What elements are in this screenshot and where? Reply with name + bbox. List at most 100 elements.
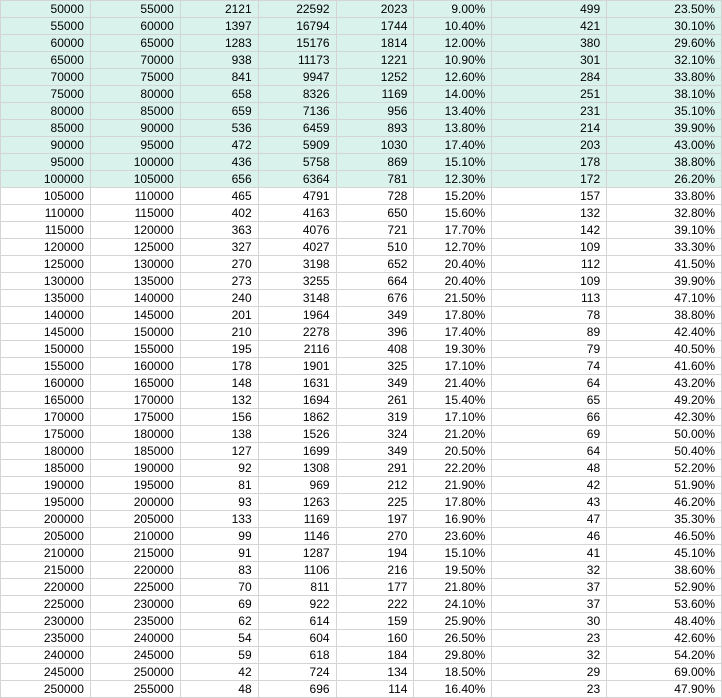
cell[interactable]: 46.20% <box>607 494 722 511</box>
cell[interactable]: 16.90% <box>414 511 492 528</box>
cell[interactable]: 138 <box>180 426 258 443</box>
cell[interactable]: 2121 <box>180 1 258 18</box>
cell[interactable]: 1169 <box>336 86 414 103</box>
cell[interactable]: 39.10% <box>607 222 722 239</box>
cell[interactable]: 120000 <box>90 222 180 239</box>
cell[interactable]: 184 <box>336 647 414 664</box>
cell[interactable]: 17.70% <box>414 222 492 239</box>
cell[interactable]: 220000 <box>90 562 180 579</box>
cell[interactable]: 81 <box>180 477 258 494</box>
cell[interactable]: 47.10% <box>607 290 722 307</box>
cell[interactable]: 20.40% <box>414 256 492 273</box>
cell[interactable]: 18.50% <box>414 664 492 681</box>
cell[interactable]: 210000 <box>90 528 180 545</box>
cell[interactable]: 130000 <box>90 256 180 273</box>
cell[interactable]: 180000 <box>90 426 180 443</box>
cell[interactable]: 79 <box>492 341 607 358</box>
cell[interactable]: 5909 <box>258 137 336 154</box>
cell[interactable]: 21.40% <box>414 375 492 392</box>
cell[interactable]: 32.80% <box>607 205 722 222</box>
cell[interactable]: 120000 <box>1 239 91 256</box>
cell[interactable]: 194 <box>336 545 414 562</box>
cell[interactable]: 210000 <box>1 545 91 562</box>
cell[interactable]: 185000 <box>1 460 91 477</box>
cell[interactable]: 172 <box>492 171 607 188</box>
cell[interactable]: 200000 <box>1 511 91 528</box>
cell[interactable]: 1526 <box>258 426 336 443</box>
cell[interactable]: 46 <box>492 528 607 545</box>
cell[interactable]: 160 <box>336 630 414 647</box>
cell[interactable]: 190000 <box>1 477 91 494</box>
cell[interactable]: 195000 <box>90 477 180 494</box>
cell[interactable]: 55000 <box>90 1 180 18</box>
cell[interactable]: 12.30% <box>414 171 492 188</box>
cell[interactable]: 170000 <box>90 392 180 409</box>
cell[interactable]: 20.40% <box>414 273 492 290</box>
cell[interactable]: 38.80% <box>607 307 722 324</box>
cell[interactable]: 17.40% <box>414 324 492 341</box>
cell[interactable]: 510 <box>336 239 414 256</box>
cell[interactable]: 11173 <box>258 52 336 69</box>
cell[interactable]: 214 <box>492 120 607 137</box>
cell[interactable]: 157 <box>492 188 607 205</box>
cell[interactable]: 676 <box>336 290 414 307</box>
cell[interactable]: 12.60% <box>414 69 492 86</box>
cell[interactable]: 1263 <box>258 494 336 511</box>
cell[interactable]: 49.20% <box>607 392 722 409</box>
cell[interactable]: 6459 <box>258 120 336 137</box>
cell[interactable]: 190000 <box>90 460 180 477</box>
cell[interactable]: 32 <box>492 562 607 579</box>
cell[interactable]: 115000 <box>90 205 180 222</box>
cell[interactable]: 22.20% <box>414 460 492 477</box>
cell[interactable]: 89 <box>492 324 607 341</box>
cell[interactable]: 17.10% <box>414 358 492 375</box>
cell[interactable]: 47.90% <box>607 681 722 698</box>
cell[interactable]: 21.90% <box>414 477 492 494</box>
cell[interactable]: 465 <box>180 188 258 205</box>
cell[interactable]: 110000 <box>90 188 180 205</box>
cell[interactable]: 23.50% <box>607 1 722 18</box>
cell[interactable]: 105000 <box>90 171 180 188</box>
cell[interactable]: 54 <box>180 630 258 647</box>
cell[interactable]: 200000 <box>90 494 180 511</box>
cell[interactable]: 75000 <box>90 69 180 86</box>
cell[interactable]: 1287 <box>258 545 336 562</box>
cell[interactable]: 42 <box>180 664 258 681</box>
cell[interactable]: 319 <box>336 409 414 426</box>
cell[interactable]: 17.40% <box>414 137 492 154</box>
cell[interactable]: 160000 <box>1 375 91 392</box>
cell[interactable]: 8326 <box>258 86 336 103</box>
cell[interactable]: 216 <box>336 562 414 579</box>
cell[interactable]: 23 <box>492 681 607 698</box>
cell[interactable]: 83 <box>180 562 258 579</box>
cell[interactable]: 325 <box>336 358 414 375</box>
cell[interactable]: 15.20% <box>414 188 492 205</box>
cell[interactable]: 100000 <box>90 154 180 171</box>
cell[interactable]: 55000 <box>1 18 91 35</box>
cell[interactable]: 255000 <box>90 681 180 698</box>
cell[interactable]: 230000 <box>90 596 180 613</box>
cell[interactable]: 3255 <box>258 273 336 290</box>
cell[interactable]: 78 <box>492 307 607 324</box>
cell[interactable]: 41.50% <box>607 256 722 273</box>
cell[interactable]: 142 <box>492 222 607 239</box>
cell[interactable]: 16794 <box>258 18 336 35</box>
cell[interactable]: 436 <box>180 154 258 171</box>
cell[interactable]: 17.80% <box>414 494 492 511</box>
cell[interactable]: 48 <box>180 681 258 698</box>
cell[interactable]: 114 <box>336 681 414 698</box>
cell[interactable]: 29.60% <box>607 35 722 52</box>
cell[interactable]: 32.10% <box>607 52 722 69</box>
cell[interactable]: 148 <box>180 375 258 392</box>
cell[interactable]: 811 <box>258 579 336 596</box>
cell[interactable]: 130000 <box>1 273 91 290</box>
cell[interactable]: 92 <box>180 460 258 477</box>
cell[interactable]: 210 <box>180 324 258 341</box>
cell[interactable]: 135000 <box>90 273 180 290</box>
cell[interactable]: 165000 <box>1 392 91 409</box>
cell[interactable]: 30 <box>492 613 607 630</box>
cell[interactable]: 115000 <box>1 222 91 239</box>
cell[interactable]: 396 <box>336 324 414 341</box>
cell[interactable]: 781 <box>336 171 414 188</box>
cell[interactable]: 69.00% <box>607 664 722 681</box>
